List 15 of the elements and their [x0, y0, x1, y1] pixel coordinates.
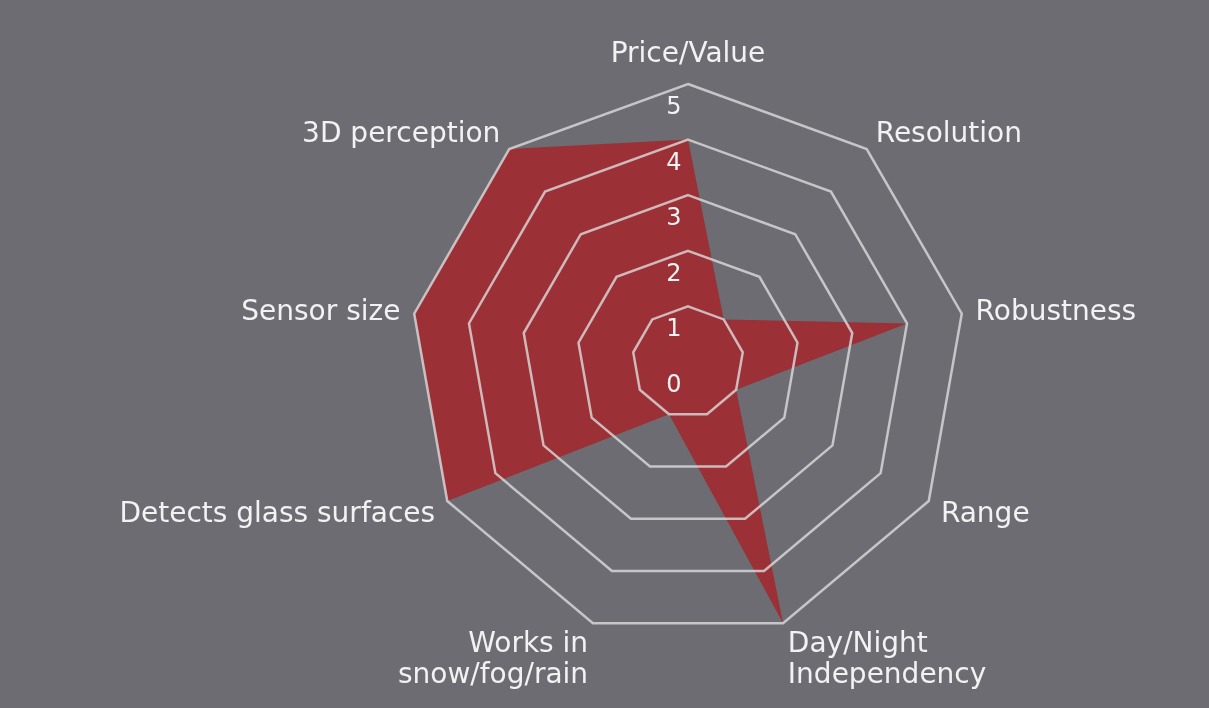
spoke-label: Day/Night Independency	[787, 625, 987, 690]
spoke-label: Works in snow/fog/rain	[397, 625, 589, 690]
y-tick-label: 2	[666, 258, 682, 287]
y-tick-label: 3	[666, 203, 682, 232]
spoke-label: Robustness	[975, 293, 1137, 327]
spoke-label: Detects glass surfaces	[119, 496, 436, 529]
y-tick-label: 5	[666, 92, 682, 120]
y-tick-label: 0	[666, 370, 682, 398]
spoke-label: Range	[940, 496, 1030, 529]
spoke-label: 3D perception	[302, 116, 501, 150]
y-tick-label: 1	[666, 314, 682, 343]
y-tick-label: 4	[666, 147, 682, 176]
spoke-label: Resolution	[875, 116, 1023, 150]
spoke-label: Sensor size	[241, 293, 401, 327]
spoke-label: Price/Value	[610, 36, 766, 69]
